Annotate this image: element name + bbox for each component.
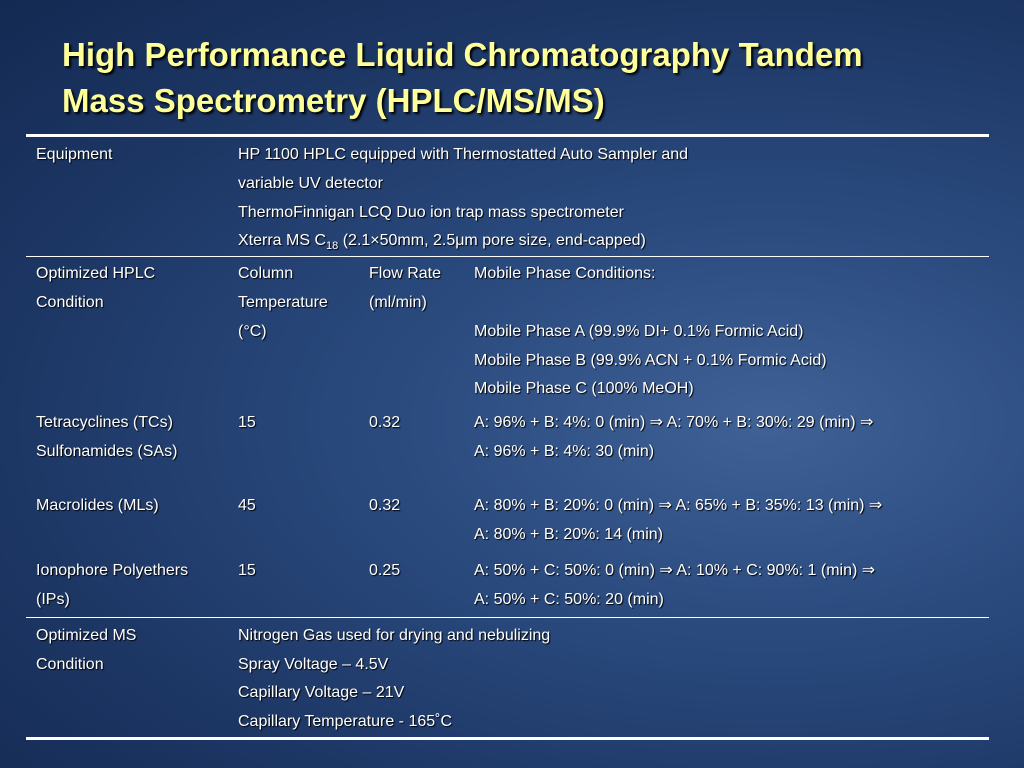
column-header: Temperature [238, 294, 328, 311]
title-line: High Performance Liquid Chromatography T… [62, 36, 863, 73]
ms-line: Capillary Voltage – 21V [238, 684, 405, 702]
text-part: (2.1×50mm, 2.5μm pore size, end-capped) [338, 232, 646, 249]
row-label: Optimized HPLC [36, 265, 156, 282]
temperature: 15 [238, 414, 256, 431]
analyte: Sulfonamides (SAs) [36, 443, 178, 460]
gradient: A: 50% + C: 50%: 0 (min) ⇒ A: 10% + C: 9… [474, 562, 876, 579]
rule [26, 617, 989, 618]
column-header: (°C) [238, 323, 267, 340]
title-line: Mass Spectrometry (HPLC/MS/MS) [62, 82, 605, 119]
rule [26, 134, 989, 137]
ms-line: Spray Voltage – 4.5V [238, 655, 389, 673]
row-label: Equipment [36, 146, 113, 163]
row-label: Condition [36, 294, 104, 311]
gradient: A: 50% + C: 50%: 20 (min) [474, 591, 664, 608]
text-part: Xterra MS C [238, 232, 327, 249]
flow-rate: 0.32 [369, 497, 401, 514]
equipment-line: HP 1100 HPLC equipped with Thermostatted… [238, 146, 689, 163]
phase-line: Mobile Phase C (100% MeOH) [474, 380, 694, 397]
column-header: Flow Rate [369, 265, 442, 282]
column-header: Column [238, 265, 294, 282]
rule [26, 737, 989, 740]
row-label: Condition [36, 656, 104, 673]
analyte: Macrolides (MLs) [36, 497, 159, 514]
analyte: Tetracyclines (TCs) [36, 414, 173, 431]
analyte: (IPs) [36, 591, 70, 608]
temperature: 15 [238, 562, 256, 579]
equipment-line: ThermoFinnigan LCQ Duo ion trap mass spe… [238, 204, 624, 221]
gradient: A: 80% + B: 20%: 14 (min) [474, 526, 663, 543]
column-header: (ml/min) [369, 294, 427, 311]
analyte: Ionophore Polyethers [36, 562, 189, 579]
flow-rate: 0.32 [369, 414, 401, 431]
row-label: Optimized MS [36, 627, 137, 644]
ms-line: Capillary Temperature - 165˚C [238, 713, 453, 731]
text-part: 18 [326, 240, 339, 253]
gradient: A: 96% + B: 4%: 0 (min) ⇒ A: 70% + B: 30… [474, 414, 874, 431]
temperature: 45 [238, 497, 256, 514]
ms-line: Nitrogen Gas used for drying and nebuliz… [238, 627, 551, 644]
gradient: A: 96% + B: 4%: 30 (min) [474, 443, 655, 460]
gradient: A: 80% + B: 20%: 0 (min) ⇒ A: 65% + B: 3… [474, 497, 883, 514]
flow-rate: 0.25 [369, 562, 401, 579]
phase-line: Mobile Phase A (99.9% DI+ 0.1% Formic Ac… [474, 323, 804, 340]
column-header: Mobile Phase Conditions: [474, 265, 656, 282]
equipment-line: variable UV detector [238, 175, 383, 192]
phase-line: Mobile Phase B (99.9% ACN + 0.1% Formic … [474, 351, 827, 369]
equipment-line: Xterra MS C18 (2.1×50mm, 2.5μm pore size… [238, 231, 646, 256]
rule [26, 256, 989, 257]
